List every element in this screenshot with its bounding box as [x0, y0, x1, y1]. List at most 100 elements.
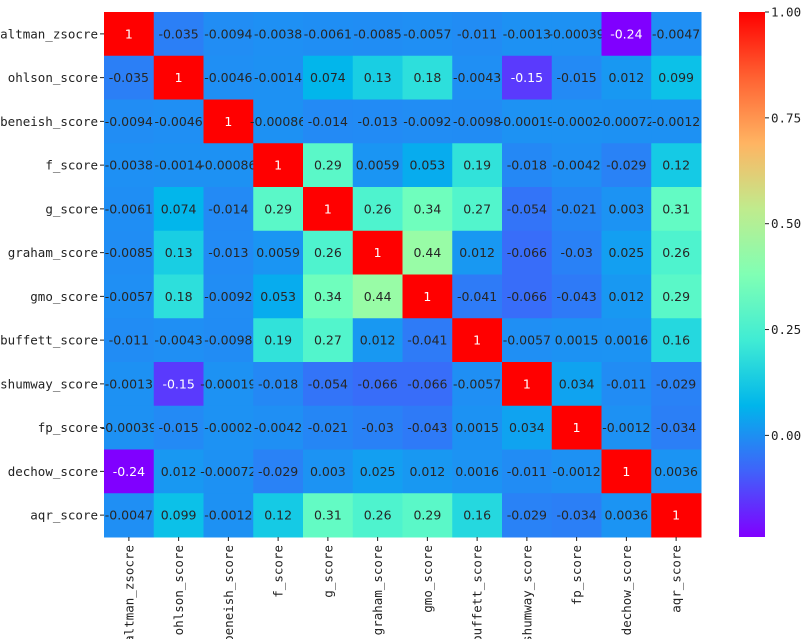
cell-annotation: -0.00072: [200, 464, 256, 479]
cell-annotation: 0.012: [161, 464, 197, 479]
y-tick-label: graham_score: [8, 245, 98, 260]
x-tick-label: g_score: [320, 545, 335, 598]
heatmap-cell: [601, 405, 652, 450]
heatmap-cell: [502, 230, 553, 275]
cell-annotation: 1: [274, 158, 282, 173]
x-tick-label: gmo_score: [420, 545, 435, 613]
heatmap-cell: [153, 230, 204, 275]
cell-annotation: -0.0057: [403, 26, 451, 41]
heatmap-cell: [203, 318, 254, 363]
cell-annotation: -0.035: [109, 70, 149, 85]
cell-annotation: 1: [224, 114, 232, 129]
cell-annotation: -0.0014: [254, 70, 302, 85]
heatmap-cell: [253, 143, 304, 188]
heatmap-cell: [253, 274, 304, 319]
cell-annotation: -0.029: [258, 464, 298, 479]
cell-annotation: -0.015: [556, 70, 596, 85]
cell-annotation: -0.00019: [499, 114, 555, 129]
heatmap-cell: [651, 55, 702, 100]
heatmap-cell: [203, 274, 254, 319]
cell-annotation: 0.0059: [356, 158, 400, 173]
y-tick-label: g_score: [45, 201, 98, 216]
heatmap-cell: [502, 143, 553, 188]
heatmap-cell: [551, 318, 602, 363]
cell-annotation: -0.011: [507, 464, 547, 479]
heatmap-cell: [104, 230, 155, 275]
heatmap-cell: [502, 12, 553, 57]
heatmap-cell: [303, 55, 354, 100]
cell-annotation: -0.0057: [105, 289, 153, 304]
heatmap-cell: [551, 99, 602, 144]
heatmap-cell: [203, 12, 254, 57]
y-tick-label: dechow_score: [8, 464, 98, 479]
heatmap-cell: [502, 99, 553, 144]
heatmap-cell: [452, 12, 503, 57]
cell-annotation: 0.0036: [654, 464, 698, 479]
heatmap-cell: [452, 449, 503, 494]
heatmap-cell: [452, 405, 503, 450]
x-tick-label: dechow_score: [619, 545, 634, 635]
heatmap-cell: [153, 55, 204, 100]
cell-annotation: 1: [175, 70, 183, 85]
cell-annotation: -0.0057: [453, 376, 501, 391]
heatmap-cell: [452, 274, 503, 319]
heatmap-cell: [452, 143, 503, 188]
cell-annotation: 1: [622, 464, 630, 479]
heatmap-cell: [352, 55, 403, 100]
heatmap-cell: [303, 449, 354, 494]
cell-annotation: 0.0015: [455, 420, 499, 435]
heatmap-cell: [402, 274, 453, 319]
heatmap-cell: [651, 187, 702, 232]
cell-annotation: -0.014: [308, 114, 348, 129]
cell-annotation: -0.0046: [155, 114, 203, 129]
heatmap-cell: [253, 362, 304, 407]
heatmap-cell: [551, 449, 602, 494]
heatmap-cell: [502, 55, 553, 100]
heatmap-cell: [651, 493, 702, 538]
heatmap-cell: [352, 12, 403, 57]
cell-annotation: -0.0013: [105, 376, 153, 391]
cell-annotation: 0.012: [459, 245, 495, 260]
heatmap-cell: [153, 143, 204, 188]
heatmap-cell: [452, 230, 503, 275]
cell-annotation: -0.041: [457, 289, 497, 304]
heatmap-cell: [601, 230, 652, 275]
cell-annotation: -0.013: [357, 114, 397, 129]
heatmap-cell: [253, 318, 304, 363]
cell-annotation: -0.00039: [101, 420, 157, 435]
heatmap-cell: [402, 12, 453, 57]
heatmap-cell: [352, 274, 403, 319]
cell-annotation: 0.27: [314, 333, 342, 348]
heatmap-cell: [402, 362, 453, 407]
cell-annotation: 1: [672, 508, 680, 523]
cell-annotation: 0.26: [662, 245, 690, 260]
cell-annotation: 0.19: [463, 158, 491, 173]
cell-annotation: 0.012: [608, 70, 644, 85]
cell-annotation: -0.015: [158, 420, 198, 435]
cell-annotation: 0.0015: [555, 333, 599, 348]
x-tick-label: aqr_score: [669, 545, 684, 613]
cell-annotation: 0.26: [314, 245, 342, 260]
cell-annotation: -0.018: [507, 158, 547, 173]
cell-annotation: -0.0043: [155, 333, 203, 348]
heatmap-cell: [502, 274, 553, 319]
heatmap-cell: [551, 230, 602, 275]
heatmap-cell: [104, 55, 155, 100]
colorbar-tick-label: 0.00: [771, 428, 801, 443]
heatmap-cell: [651, 12, 702, 57]
cell-annotation: 1: [473, 333, 481, 348]
cell-annotation: 0.13: [364, 70, 392, 85]
cell-annotation: -0.0043: [453, 70, 501, 85]
cell-annotation: -0.00039: [549, 26, 605, 41]
cell-annotation: -0.00086: [200, 158, 256, 173]
heatmap-cell: [502, 362, 553, 407]
colorbar-ticks: 0.00 0.25 0.50 0.75 1.00: [765, 5, 801, 443]
cell-annotation: -0.029: [507, 508, 547, 523]
cell-annotation: -0.0012: [204, 508, 252, 523]
y-tick-label: gmo_score: [30, 289, 98, 304]
heatmap-cell: [104, 274, 155, 319]
cell-annotation: 0.074: [161, 201, 197, 216]
x-tick-label: shumway_score: [519, 545, 534, 639]
heatmap-cell: [402, 493, 453, 538]
heatmap-cell: [153, 318, 204, 363]
